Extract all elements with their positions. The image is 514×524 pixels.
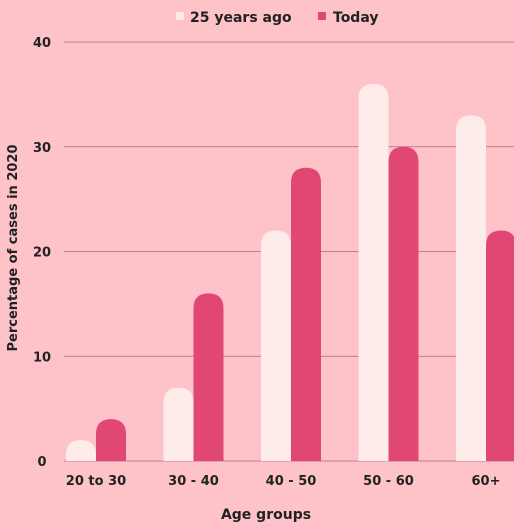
x-tick-label: 50 - 60 [363,474,414,489]
x-tick-label: 20 to 30 [66,474,126,489]
bar-today-40-50 [291,167,321,461]
legend-swatch-25-years-ago [176,12,184,20]
legend: 25 years ago Today [176,10,378,26]
x-tick-label: 60+ [472,474,501,489]
bar-25-years-ago-20-to-30 [66,440,96,461]
x-tick-label: 40 - 50 [266,474,317,489]
legend-label-today: Today [333,10,378,26]
bar-25-years-ago-40-50 [261,230,291,461]
bar-today-60 [486,230,514,461]
bar-today-30-40 [193,293,224,461]
y-tick-label: 30 [33,141,51,156]
y-axis-label: Percentage of cases in 2020 [6,145,21,352]
bar-today-20-to-30 [96,419,126,461]
y-tick-label: 0 [37,455,46,470]
legend-label-25-years-ago: 25 years ago [190,10,292,26]
bar-today-50-60 [388,146,419,461]
y-tick-labels: 0 10 20 30 40 [33,36,51,470]
y-tick-label: 20 [33,246,51,261]
legend-swatch-today [318,12,326,20]
bar-25-years-ago-30-40 [163,387,194,461]
x-tick-label: 30 - 40 [168,474,219,489]
y-tick-label: 40 [33,36,51,51]
bar-25-years-ago-60 [456,115,486,461]
x-axis-label: Age groups [221,507,311,523]
bars [66,83,514,462]
y-tick-label: 10 [33,350,51,365]
bar-25-years-ago-50-60 [358,83,389,462]
x-tick-labels: 20 to 30 30 - 40 40 - 50 50 - 60 60+ [66,474,501,489]
